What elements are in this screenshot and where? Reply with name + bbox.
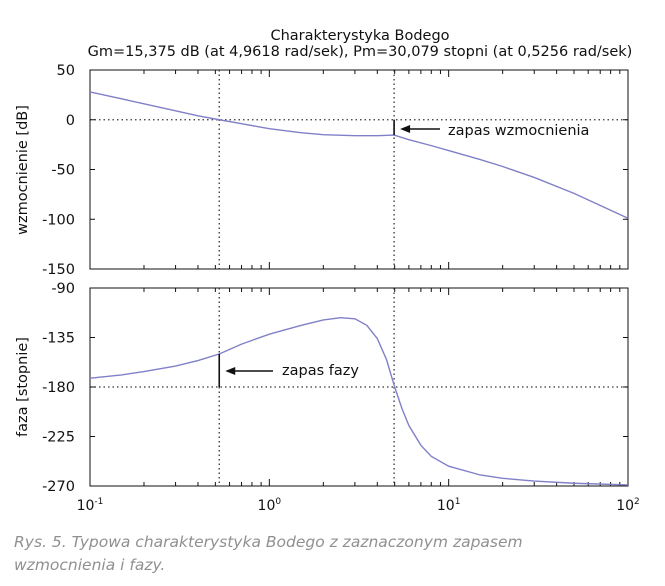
bode-figure: Charakterystyka Bodego Gm=15,375 dB (at … <box>15 28 640 514</box>
phase-ytick-label: -90 <box>51 281 75 297</box>
figure-caption: Rys. 5. Typowa charakterystyka Bodego z … <box>14 531 654 577</box>
caption-line-1: Rys. 5. Typowa charakterystyka Bodego z … <box>14 533 523 551</box>
x-tick-label: 10-1 <box>77 497 104 514</box>
x-tick-label: 100 <box>258 497 282 514</box>
magnitude-ytick-label: -50 <box>51 163 75 179</box>
x-axis: 10-1 100 101 102 <box>77 497 640 514</box>
phase-ylabel: faza [stopnie] <box>15 337 31 437</box>
magnitude-ylabel: wzmocnienie [dB] <box>15 105 31 235</box>
phase-margin-annotation: zapas fazy <box>282 363 359 379</box>
magnitude-series-line <box>89 91 629 219</box>
chart-title: Charakterystyka Bodego <box>270 28 449 44</box>
phase-ytick-label: -135 <box>42 331 75 347</box>
magnitude-ytick-label: -150 <box>42 262 75 278</box>
magnitude-panel: 50 0 -50 -100 -150 wzmocnienie [dB] zapas wz… <box>15 63 629 278</box>
phase-panel: -90 -135 -180 -225 -270 faza [stopnie] zapas… <box>15 281 629 495</box>
phase-ytick-label: -225 <box>42 430 75 446</box>
magnitude-ytick-label: -100 <box>42 212 75 228</box>
magnitude-ytick-label: 50 <box>57 63 75 79</box>
phase-ytick-label: -180 <box>42 380 75 396</box>
caption-line-2: wzmocnienia i fazy. <box>14 556 166 574</box>
phase-annotation-arrowhead <box>225 367 236 375</box>
chart-subtitle: Gm=15,375 dB (at 4,9618 rad/sek), Pm=30,… <box>88 44 633 60</box>
gain-margin-annotation: zapas wzmocnienia <box>448 123 589 139</box>
phase-plot-layer: -90 -135 -180 -225 -270 <box>42 281 629 495</box>
magnitude-plot-layer: 50 0 -50 -100 -150 <box>42 63 629 278</box>
phase-plot-frame <box>89 287 629 487</box>
magnitude-annotation-arrowhead <box>400 125 411 133</box>
magnitude-ytick-label: 0 <box>66 113 75 129</box>
magnitude-plot-frame <box>89 69 629 270</box>
phase-ytick-label: -270 <box>42 479 75 495</box>
x-tick-label: 102 <box>616 497 640 514</box>
x-tick-label: 101 <box>437 497 461 514</box>
phase-series-line <box>89 316 629 486</box>
